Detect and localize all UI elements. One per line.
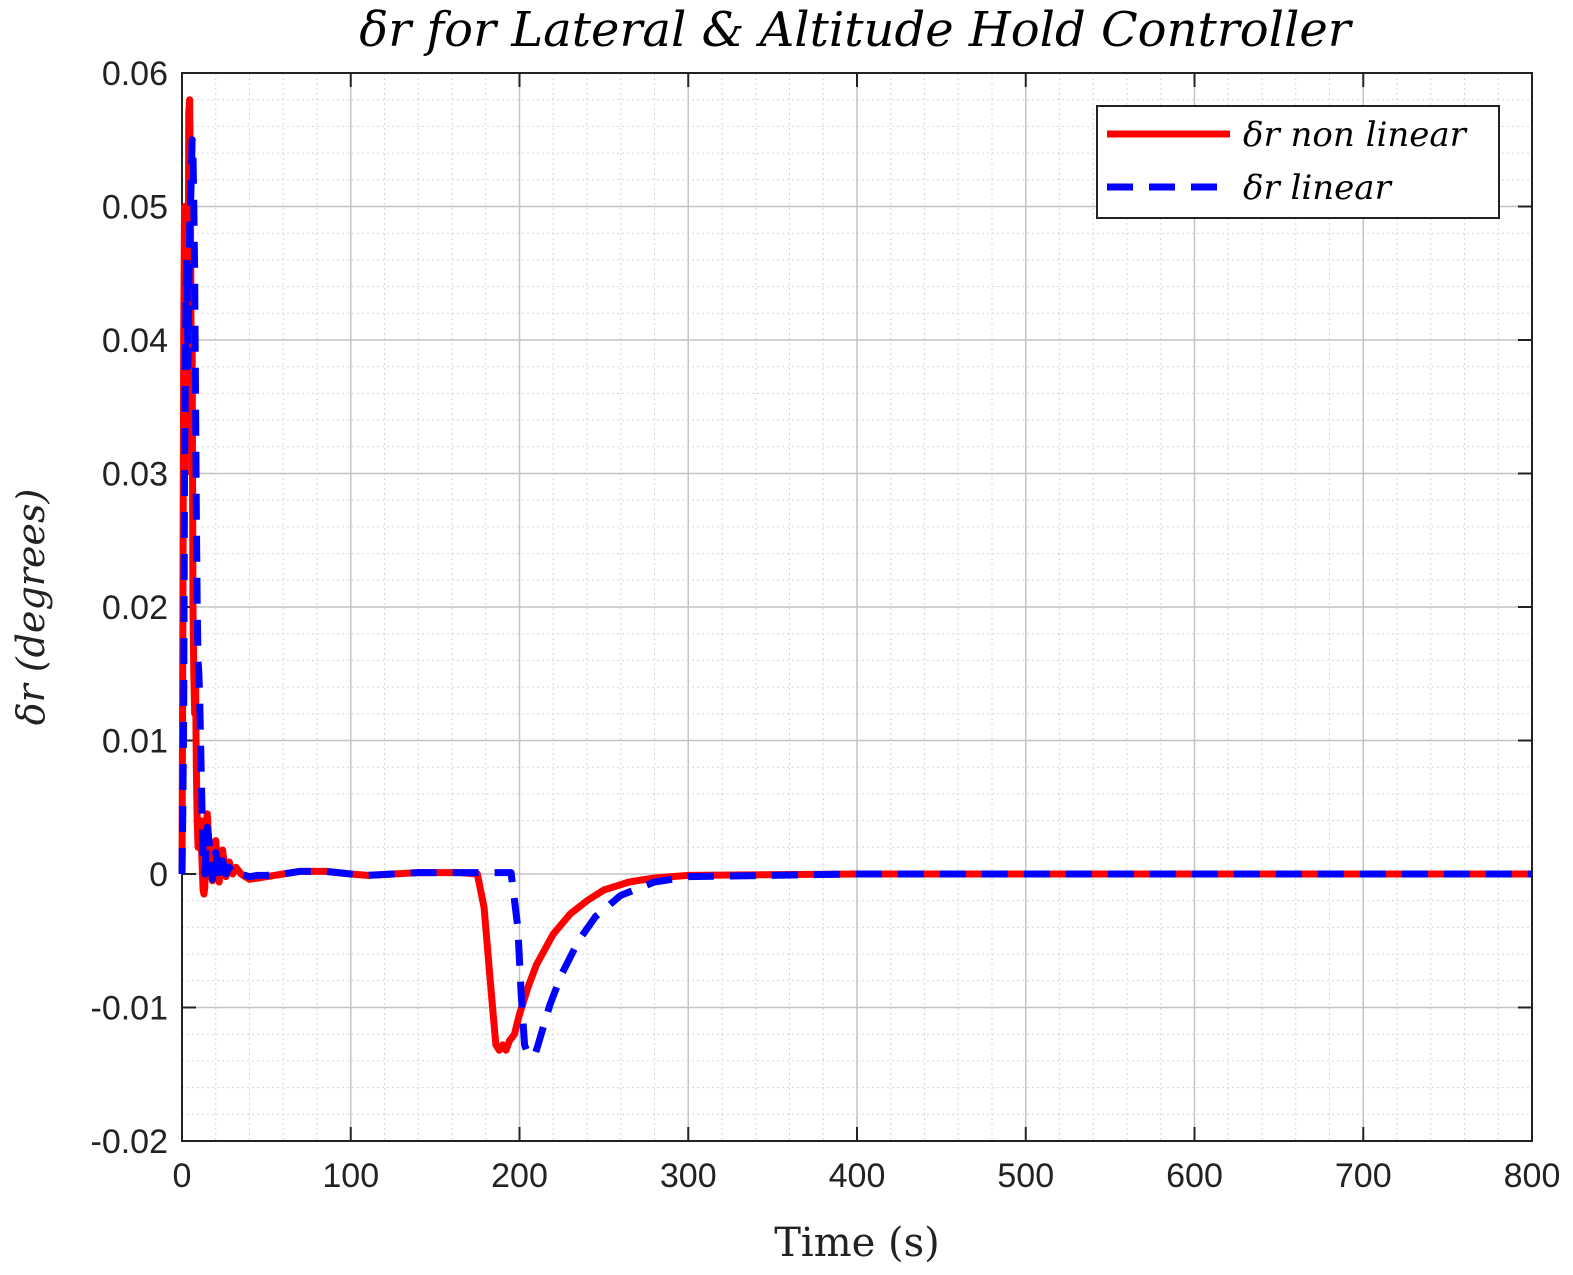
x-tick-labels: 0 100 200 300 400 500 600 700 800 — [173, 1157, 1561, 1195]
y-tick-label: 0.05 — [102, 189, 168, 227]
legend-label-linear: δr linear — [1243, 168, 1393, 208]
x-tick-label: 300 — [660, 1157, 717, 1195]
y-tick-label: 0.03 — [102, 456, 168, 494]
x-tick-label: 200 — [491, 1157, 548, 1195]
y-tick-label: 0.02 — [102, 589, 168, 627]
legend: δr non linear δr linear — [1096, 105, 1500, 219]
x-tick-label: 100 — [322, 1157, 379, 1195]
chart-title: δr for Lateral & Altitude Hold Controlle… — [359, 2, 1353, 58]
x-tick-label: 800 — [1504, 1157, 1561, 1195]
legend-label-non-linear: δr non linear — [1243, 115, 1468, 155]
series-line-linear — [178, 136, 1532, 1060]
y-tick-label: -0.01 — [91, 990, 169, 1028]
x-tick-label: 400 — [829, 1157, 886, 1195]
x-axis-label: Time (s) — [774, 1220, 940, 1266]
y-axis-label: δr (degrees) — [9, 489, 53, 726]
y-tick-label: 0 — [149, 856, 168, 894]
legend-box — [1096, 105, 1500, 219]
y-tick-label: 0.04 — [102, 322, 168, 360]
y-tick-label: 0.01 — [102, 723, 168, 761]
y-tick-label: 0.06 — [102, 55, 168, 93]
x-tick-label: 600 — [1166, 1157, 1223, 1195]
x-tick-label: 700 — [1335, 1157, 1392, 1195]
x-tick-label: 0 — [173, 1157, 192, 1195]
y-tick-labels: -0.02 -0.01 0 0.01 0.02 0.03 0.04 0.05 0.06 — [91, 55, 169, 1161]
series-layer — [178, 96, 1532, 1060]
x-tick-label: 500 — [997, 1157, 1054, 1195]
y-tick-label: -0.02 — [91, 1123, 169, 1161]
